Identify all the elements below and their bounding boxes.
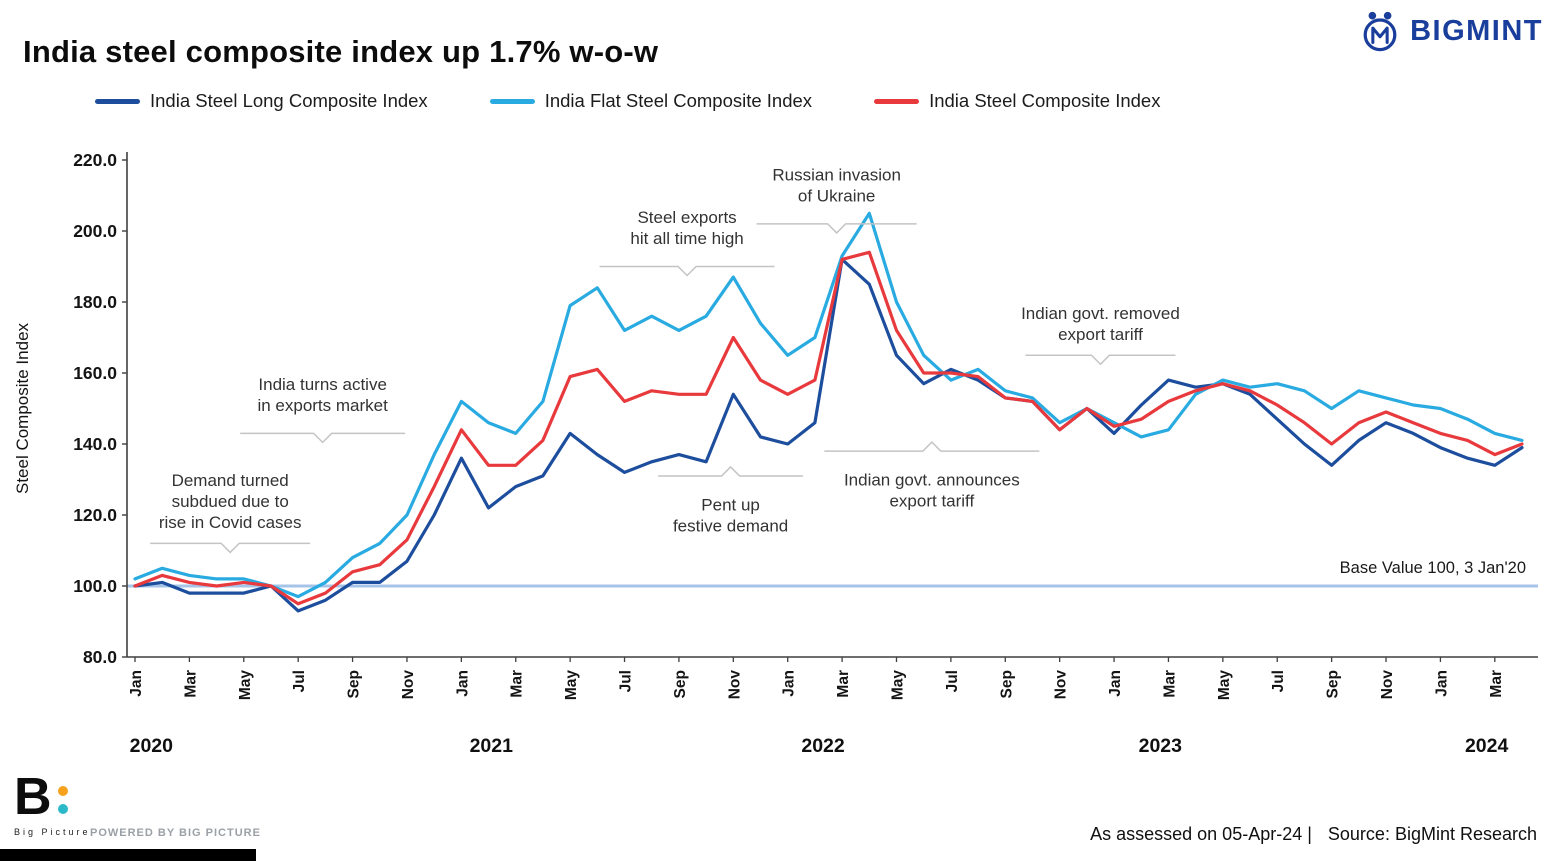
y-axis-title: Steel Composite Index — [13, 322, 32, 494]
legend-label-composite: India Steel Composite Index — [929, 90, 1161, 111]
x-tick-label: Mar — [1161, 670, 1178, 698]
big-picture-caption: Big Picture — [14, 827, 91, 837]
bigmint-logo-icon — [1363, 11, 1397, 52]
x-tick-label: May — [889, 670, 906, 701]
chart-legend: India Steel Long Composite Index India F… — [95, 90, 1160, 112]
y-tick-label: 220.0 — [73, 150, 117, 170]
legend-swatch-flat — [489, 98, 535, 104]
x-tick-label: Mar — [835, 670, 852, 698]
annotation-text-6: export tariff — [1058, 325, 1143, 344]
annotation-text-2: hit all time high — [630, 229, 743, 248]
bigmint-wordmark: BIGMINT — [1410, 14, 1543, 47]
series-line-0 — [133, 257, 1524, 613]
powered-by-text: POWERED BY BIG PICTURE — [90, 827, 261, 839]
legend-item-long: India Steel Long Composite Index — [95, 90, 428, 112]
source-text: Source: BigMint Research — [1327, 824, 1537, 844]
footer-source: As assessed on 05-Apr-24 | Source: BigMi… — [1090, 824, 1537, 845]
x-tick-label: Jul — [1270, 670, 1287, 692]
legend-item-composite: India Steel Composite Index — [874, 90, 1160, 112]
big-picture-mark: B — [14, 768, 91, 827]
annotation-text-4: of Ukraine — [798, 186, 875, 205]
annotation-text-2: Steel exports — [637, 208, 736, 227]
x-tick-label: Nov — [400, 670, 417, 700]
annotation-text-3: festive demand — [673, 517, 788, 536]
x-tick-label: Sep — [346, 670, 363, 698]
x-tick-label: Nov — [1053, 670, 1070, 700]
annotation-bracket-5 — [824, 441, 1040, 452]
x-tick-label: Mar — [182, 670, 199, 698]
x-tick-label: Sep — [672, 670, 689, 698]
x-tick-label: Nov — [1379, 670, 1396, 700]
annotation-bracket-1 — [240, 432, 406, 444]
big-picture-b: B — [14, 768, 52, 827]
annotation-bracket-3 — [658, 465, 804, 477]
x-tick-label: May — [563, 670, 580, 701]
y-tick-label: 120.0 — [73, 505, 117, 525]
annotation-bracket-0 — [150, 542, 311, 554]
series-line-1 — [133, 211, 1524, 599]
annotation-text-5: Indian govt. announces — [844, 471, 1020, 490]
annotation-bracket-4 — [756, 223, 917, 234]
year-label: 2023 — [1139, 735, 1183, 757]
annotation-text-1: India turns active — [258, 375, 387, 394]
annotation-text-6: Indian govt. removed — [1021, 304, 1180, 323]
legend-swatch-long — [95, 98, 140, 104]
page-title: India steel composite index up 1.7% w-o-… — [23, 34, 659, 69]
bigmint-brand: BIGMINT — [1359, 10, 1543, 52]
orange-dot-icon — [57, 786, 68, 797]
annotation-text-3: Pent up — [701, 496, 760, 515]
x-tick-label: Jan — [454, 670, 471, 697]
x-tick-label: Nov — [726, 670, 743, 700]
x-tick-label: Sep — [998, 670, 1015, 698]
year-label: 2024 — [1465, 735, 1509, 757]
year-label: 2020 — [130, 735, 174, 757]
annotation-text-0: Demand turned — [172, 471, 289, 490]
year-label: 2021 — [470, 735, 514, 757]
series-line-2 — [133, 250, 1524, 606]
annotation-bracket-2 — [599, 265, 775, 277]
annotation-text-0: subdued due to — [172, 492, 289, 511]
chart-area: 220.0 200.0 180.0 160.0 140.0 120.0 100.0 80.0 S… — [0, 140, 1561, 780]
assessed-date-text: As assessed on 05-Apr-24 | — [1090, 824, 1312, 844]
annotation-text-0: rise in Covid cases — [159, 513, 302, 532]
y-tick-label: 140.0 — [73, 434, 117, 454]
annotation-text-1: in exports market — [257, 396, 388, 415]
x-tick-label: Mar — [1488, 670, 1505, 698]
baseline-label: Base Value 100, 3 Jan'20 — [1340, 559, 1526, 577]
y-tick-label: 200.0 — [73, 221, 117, 241]
x-tick-label: May — [1216, 670, 1233, 701]
annotation-text-5: export tariff — [889, 492, 974, 511]
footer-black-bar — [0, 849, 256, 861]
teal-dot-icon — [57, 804, 68, 815]
x-tick-label: Jul — [944, 670, 961, 692]
x-tick-label: Jan — [1433, 670, 1450, 697]
x-tick-label: Jan — [1107, 670, 1124, 697]
annotation-bracket-6 — [1025, 354, 1176, 366]
x-tick-label: Jul — [291, 670, 308, 692]
legend-item-flat: India Flat Steel Composite Index — [489, 90, 813, 112]
x-tick-label: Mar — [509, 670, 526, 698]
steel-index-line-chart: 220.0 200.0 180.0 160.0 140.0 120.0 100.0 80.0 S… — [13, 150, 1538, 757]
big-picture-colon-icon — [57, 786, 68, 815]
legend-swatch-composite — [874, 98, 920, 104]
y-tick-label: 80.0 — [83, 647, 117, 667]
y-tick-label: 100.0 — [73, 576, 117, 596]
x-tick-label: Jul — [618, 670, 635, 692]
legend-label-flat: India Flat Steel Composite Index — [544, 90, 813, 111]
x-tick-label: May — [237, 670, 254, 701]
annotation-text-4: Russian invasion — [772, 165, 901, 184]
y-tick-label: 180.0 — [73, 292, 117, 312]
x-tick-label: Sep — [1325, 670, 1342, 698]
x-tick-label: Jan — [781, 670, 798, 697]
legend-label-long: India Steel Long Composite Index — [150, 90, 428, 111]
x-tick-label: Jan — [128, 670, 145, 697]
big-picture-logo: B Big Picture — [14, 768, 91, 837]
y-tick-label: 160.0 — [73, 363, 117, 383]
year-label: 2022 — [801, 735, 845, 757]
